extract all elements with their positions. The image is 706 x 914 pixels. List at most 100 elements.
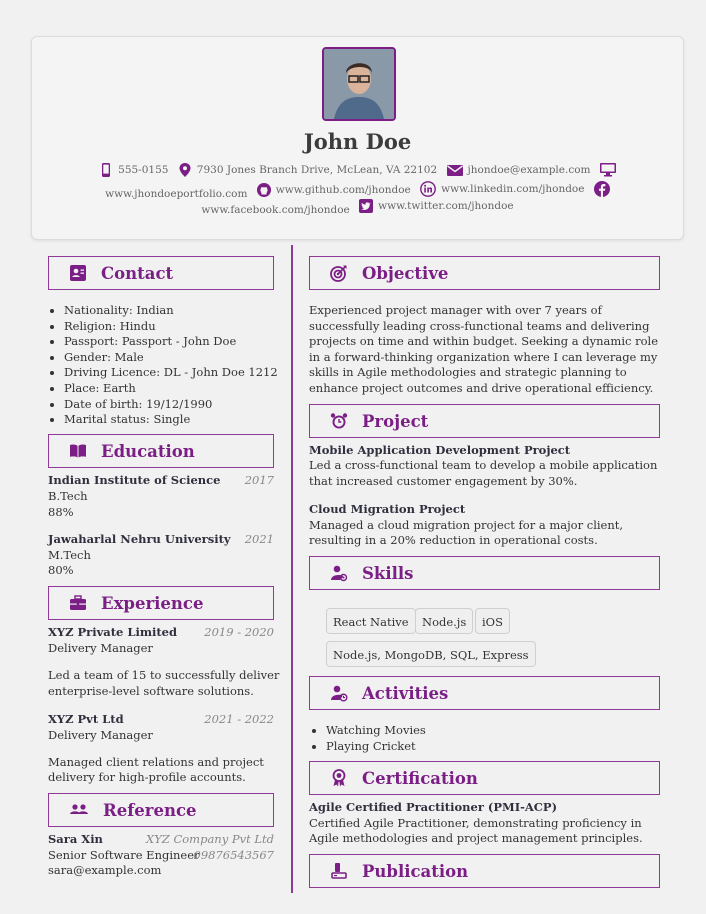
- avatar-photo: [324, 49, 394, 119]
- twitter-item[interactable]: www.twitter.com/jhondoe: [359, 199, 514, 213]
- certification-name: Agile Certified Practitioner (PMI-ACP): [309, 800, 558, 814]
- contact-row-2: www.jhondoeportfolio.com www.github.com/…: [32, 181, 683, 200]
- reference-name: Sara Xin: [48, 832, 103, 846]
- list-item: Nationality: Indian: [64, 303, 278, 319]
- experience-company: XYZ Pvt Ltd: [48, 712, 124, 726]
- project-desc: that increased customer engagement by 30…: [309, 474, 578, 488]
- objective-line: Experienced project manager with over 7 …: [309, 303, 602, 317]
- reference-email[interactable]: sara@example.com: [48, 863, 162, 877]
- list-item: Driving Licence: DL - John Doe 1212: [64, 365, 278, 381]
- project-desc: resulting in a 20% reduction in operatio…: [309, 533, 598, 547]
- list-item: Playing Cricket: [326, 739, 426, 755]
- award-ribbon-icon: [332, 769, 346, 787]
- facebook-link[interactable]: www.facebook.com/jhondoe: [201, 204, 350, 216]
- project-desc: Led a cross-functional team to develop a…: [309, 458, 658, 472]
- skill-chip: Node.js, MongoDB, SQL, Express: [326, 641, 536, 667]
- project-desc: Managed a cloud migration project for a …: [309, 518, 624, 532]
- education-school: Jawaharlal Nehru University: [48, 532, 231, 546]
- list-item: Gender: Male: [64, 350, 278, 366]
- education-title: Education: [101, 441, 195, 461]
- users-icon: [70, 804, 88, 814]
- facebook-icon-item[interactable]: [593, 181, 610, 197]
- avatar: [322, 47, 396, 121]
- education-year: 2017: [244, 473, 274, 487]
- skill-chip: React Native: [326, 608, 416, 634]
- education-score: 80%: [48, 563, 74, 577]
- open-book-icon: [70, 444, 86, 458]
- reference-company: XYZ Company Pvt Ltd: [146, 832, 274, 846]
- experience-section-header: Experience: [48, 586, 274, 620]
- portfolio-icon-item[interactable]: [599, 163, 616, 177]
- linkedin-item[interactable]: www.linkedin.com/jhondoe: [420, 181, 584, 197]
- contact-row-3: www.facebook.com/jhondoe www.twitter.com…: [32, 199, 683, 216]
- email-item[interactable]: jhondoe@example.com: [446, 163, 591, 177]
- project-name: Cloud Migration Project: [309, 502, 466, 516]
- objective-line: enhance project outcomes and drive opera…: [309, 381, 654, 395]
- monitor-icon: [599, 163, 616, 177]
- education-degree: M.Tech: [48, 548, 91, 562]
- objective-section-header: Objective: [309, 256, 660, 290]
- activities-list: Watching Movies Playing Cricket: [309, 723, 426, 754]
- facebook-icon: [593, 181, 610, 197]
- skill-chip: Node.js: [415, 608, 474, 634]
- list-item: Watching Movies: [326, 723, 426, 739]
- skill-chip: iOS: [475, 608, 510, 634]
- reference-section-header: Reference: [48, 793, 274, 827]
- user-gear-icon: [331, 565, 348, 582]
- activities-title: Activities: [362, 683, 449, 703]
- objective-line: in a forward-thinking organization where…: [309, 350, 658, 364]
- objective-title: Objective: [362, 263, 449, 283]
- reference-title: Reference: [103, 800, 197, 820]
- skills-section-header: Skills: [309, 556, 660, 590]
- user-clock-icon: [331, 685, 348, 702]
- contact-row-1: 555-0155 7930 Jones Branch Drive, McLean…: [32, 163, 683, 180]
- experience-desc: enterprise-level software solutions.: [48, 684, 254, 698]
- publication-title: Publication: [362, 861, 469, 881]
- address-item: 7930 Jones Branch Drive, McLean, VA 2210…: [178, 163, 437, 177]
- phone-item: 555-0155: [99, 163, 168, 177]
- envelope-icon: [446, 165, 463, 176]
- list-item: Date of birth: 19/12/1990: [64, 397, 278, 413]
- reference-phone: 09876543567: [193, 848, 274, 862]
- education-year: 2021: [244, 532, 274, 546]
- twitter-icon: [359, 199, 374, 213]
- certification-desc: Agile methodologies and project manageme…: [309, 831, 643, 845]
- list-item: Marital status: Single: [64, 412, 278, 428]
- experience-title: Experience: [101, 593, 204, 613]
- reference-role: Senior Software Engineer: [48, 848, 200, 862]
- experience-desc: delivery for high-profile accounts.: [48, 770, 246, 784]
- objective-line: projects on time and within budget. Seek…: [309, 334, 658, 348]
- location-pin-icon: [179, 163, 191, 177]
- list-item: Religion: Hindu: [64, 319, 278, 335]
- objective-line: successfully leading cross-functional te…: [309, 319, 650, 333]
- education-section-header: Education: [48, 434, 274, 468]
- list-item: Place: Earth: [64, 381, 278, 397]
- experience-desc: Managed client relations and project: [48, 755, 264, 769]
- experience-desc: Led a team of 15 to successfully deliver: [48, 668, 280, 682]
- portfolio-link[interactable]: www.jhondoeportfolio.com: [105, 188, 248, 200]
- id-card-icon: [70, 265, 86, 281]
- target-icon: [330, 265, 347, 282]
- linkedin-icon: [420, 181, 437, 197]
- contact-title: Contact: [101, 263, 174, 283]
- mobile-phone-icon: [102, 163, 111, 177]
- publication-section-header: Publication: [309, 854, 660, 888]
- publication-icon: [331, 863, 347, 879]
- github-icon: [256, 183, 271, 197]
- certification-title: Certification: [362, 768, 478, 788]
- column-divider: [291, 245, 293, 893]
- project-title: Project: [362, 411, 429, 431]
- experience-dates: 2021 - 2022: [204, 712, 274, 726]
- certification-section-header: Certification: [309, 761, 660, 795]
- github-item[interactable]: www.github.com/jhondoe: [256, 183, 411, 197]
- alarm-clock-icon: [330, 413, 348, 429]
- experience-dates: 2019 - 2020: [204, 625, 274, 639]
- education-degree: B.Tech: [48, 489, 88, 503]
- experience-role: Delivery Manager: [48, 641, 153, 655]
- certification-desc: Certified Agile Practitioner, demonstrat…: [309, 816, 642, 830]
- list-item: Passport: Passport - John Doe: [64, 334, 278, 350]
- project-name: Mobile Application Development Project: [309, 443, 571, 457]
- profile-name: John Doe: [303, 129, 412, 154]
- contact-section-header: Contact: [48, 256, 274, 290]
- header-card: John Doe 555-0155 7930 Jones Branch Driv…: [31, 36, 684, 240]
